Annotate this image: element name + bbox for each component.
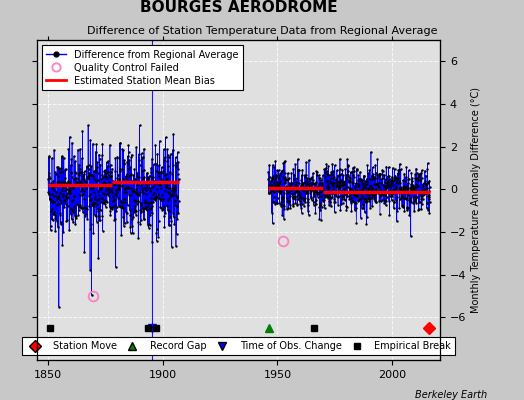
Text: Difference of Station Temperature Data from Regional Average: Difference of Station Temperature Data f… bbox=[87, 26, 437, 36]
Legend: Station Move, Record Gap, Time of Obs. Change, Empirical Break: Station Move, Record Gap, Time of Obs. C… bbox=[21, 337, 455, 355]
Y-axis label: Monthly Temperature Anomaly Difference (°C): Monthly Temperature Anomaly Difference (… bbox=[471, 87, 481, 313]
Title: BOURGES AERODROME: BOURGES AERODROME bbox=[139, 0, 337, 15]
Text: Berkeley Earth: Berkeley Earth bbox=[415, 390, 487, 400]
